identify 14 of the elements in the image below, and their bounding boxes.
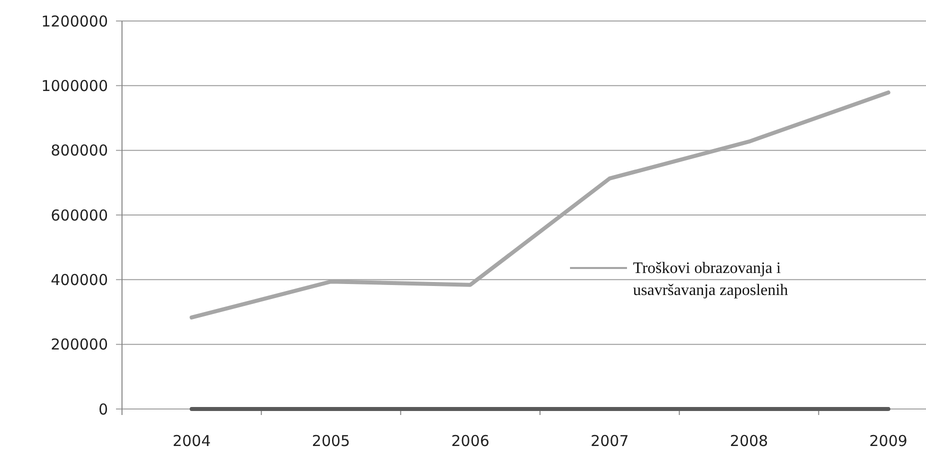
x-tick-label: 2005 [312, 432, 350, 450]
y-tick-label: 200000 [50, 336, 108, 354]
y-tick-label: 400000 [50, 270, 108, 289]
x-tick-label: 2004 [172, 432, 211, 450]
legend-label: Troškovi obrazovanja i usavršavanja zaposlenih [633, 260, 788, 299]
y-tick-label: 0 [98, 400, 108, 418]
y-tick-label: 600000 [50, 206, 108, 224]
x-tick-label: 2006 [451, 432, 490, 450]
x-tick-label: 2009 [869, 432, 908, 450]
x-tick-label: 2007 [590, 432, 629, 450]
y-tick-label: 1200000 [41, 12, 108, 30]
x-tick-label: 2008 [730, 432, 768, 450]
y-tick-label: 1000000 [41, 76, 108, 95]
y-tick-label: 800000 [50, 142, 108, 160]
